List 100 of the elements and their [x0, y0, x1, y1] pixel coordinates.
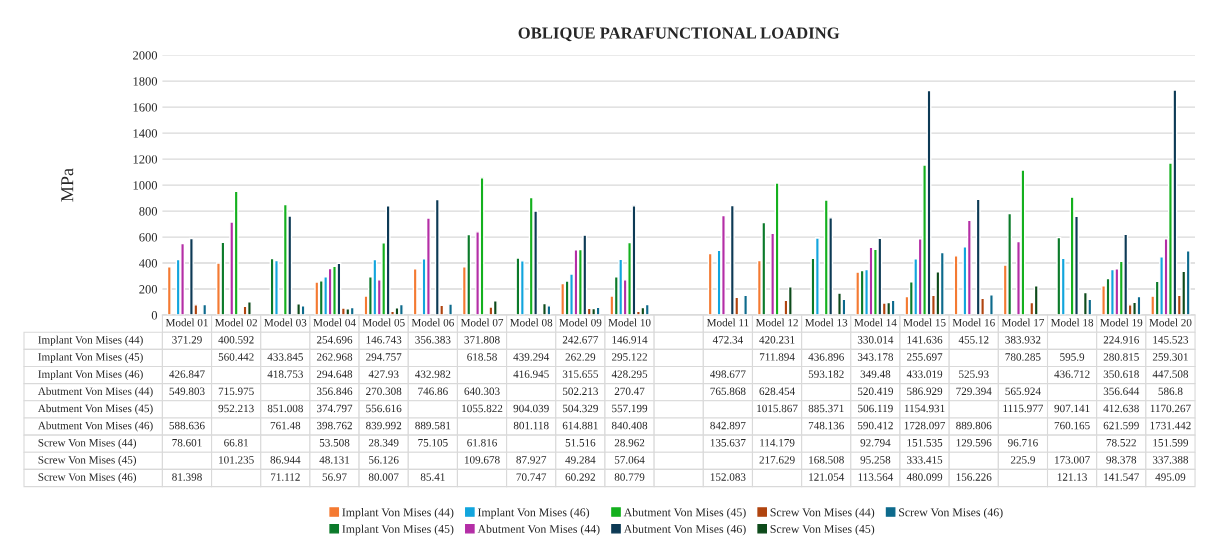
bar [466, 233, 472, 316]
bar [855, 271, 861, 316]
data-label: 78.522 [1106, 438, 1136, 447]
x-tick-label: Model 10 [608, 318, 651, 327]
bar [729, 204, 735, 316]
bar [618, 258, 624, 316]
bar [202, 303, 208, 316]
data-label: 907.141 [1054, 404, 1090, 413]
data-label: 595.9 [1060, 353, 1085, 361]
data-label: 748.136 [808, 421, 844, 430]
data-label: 121.054 [809, 473, 845, 481]
data-label: 447.508 [1152, 370, 1189, 378]
y-tick-label: 0 [151, 311, 158, 320]
data-label: 502.213 [562, 387, 598, 396]
text: Abutment Von Mises (45) [37, 404, 153, 415]
data-label: 715.975 [218, 387, 254, 396]
data-label: 356.644 [1103, 387, 1140, 396]
data-label: 56.126 [369, 456, 399, 464]
data-label: 416.945 [513, 370, 549, 378]
bar [774, 182, 780, 316]
data-label: 549.803 [169, 387, 205, 396]
data-label: 121.13 [1057, 473, 1087, 481]
bar [220, 241, 226, 316]
data-label: 173.007 [1055, 456, 1090, 464]
data-label: 498.677 [710, 370, 746, 378]
bar [1020, 169, 1026, 316]
data-label: 439.294 [513, 353, 550, 361]
data-label: 295.122 [611, 353, 647, 361]
data-label: 330.014 [857, 336, 894, 344]
legend-label: Implant Von Mises (46) [477, 507, 590, 519]
data-label: 146.743 [366, 336, 402, 344]
data-label: 520.419 [858, 387, 894, 396]
data-label: 400.592 [218, 336, 254, 344]
bar [1172, 89, 1178, 316]
data-label: 262.29 [565, 353, 596, 361]
data-label: 75.105 [418, 438, 448, 447]
data-label: 560.442 [218, 353, 254, 361]
data-label: 780.285 [1005, 353, 1041, 361]
data-label: 48.131 [319, 456, 350, 464]
data-label: 455.12 [958, 336, 989, 344]
data-label: 1731.442 [1150, 421, 1191, 430]
data-label: 262.968 [316, 353, 353, 361]
data-label: 51.516 [565, 439, 596, 447]
x-tick-label: Model 02 [215, 318, 257, 327]
data-label: 418.753 [267, 370, 303, 378]
bar [394, 307, 400, 316]
data-label: 412.638 [1103, 404, 1139, 413]
data-label: 504.329 [562, 404, 598, 413]
data-label: 114.179 [760, 439, 795, 447]
data-label: 586.8 [1158, 387, 1183, 396]
data-label: 760.165 [1054, 421, 1090, 430]
data-label: 889.806 [956, 421, 992, 430]
data-label: 217.629 [759, 456, 795, 464]
data-label: 621.599 [1103, 421, 1139, 430]
text: Screw Von Mises (44) [38, 438, 137, 449]
bar [385, 205, 391, 316]
data-label: 383.932 [1005, 336, 1041, 344]
bar [300, 305, 306, 316]
bar [546, 305, 552, 316]
bar [1007, 212, 1013, 316]
data-label: 255.697 [907, 353, 943, 361]
data-label: 61.816 [467, 438, 497, 447]
data-label: 270.308 [366, 387, 402, 396]
x-tick-label: Model 05 [362, 318, 405, 327]
data-label: 343.178 [857, 353, 894, 361]
data-label: 152.083 [710, 473, 746, 481]
data-label: 60.292 [565, 473, 596, 481]
data-label: 557.199 [612, 404, 648, 413]
y-tick-label: 1200 [133, 155, 158, 164]
bar [492, 300, 498, 316]
y-tick-label: 400 [139, 259, 158, 268]
data-label: 87.927 [516, 456, 547, 464]
data-label: 225.9 [1010, 456, 1035, 464]
bar [721, 214, 726, 316]
data-label: 156.226 [956, 473, 992, 481]
data-label: 151.599 [1153, 439, 1189, 447]
data-label: 78.601 [172, 438, 202, 447]
data-label: 952.213 [218, 404, 254, 413]
data-label: 85.41 [420, 473, 445, 481]
data-label: 101.235 [219, 456, 254, 464]
bar [573, 249, 579, 316]
data-label: 433.845 [267, 353, 303, 361]
bar [412, 268, 418, 316]
bar [274, 259, 279, 316]
data-label: 70.747 [516, 473, 547, 481]
data-label: 1154.931 [904, 404, 945, 413]
bar [345, 308, 351, 316]
data-label: 525.93 [959, 370, 989, 378]
data-label: 28.349 [368, 438, 399, 447]
data-label: 427.93 [368, 370, 399, 378]
bar [180, 242, 186, 316]
data-label: 885.371 [808, 404, 844, 413]
data-label: 280.815 [1103, 353, 1139, 361]
data-label: 224.916 [1103, 336, 1139, 344]
data-label: 1015.867 [757, 404, 798, 413]
data-label: 889.581 [415, 421, 451, 430]
bar [166, 266, 172, 316]
data-label: 129.596 [956, 439, 992, 447]
data-label: 92.794 [860, 439, 891, 447]
bar [877, 237, 883, 316]
